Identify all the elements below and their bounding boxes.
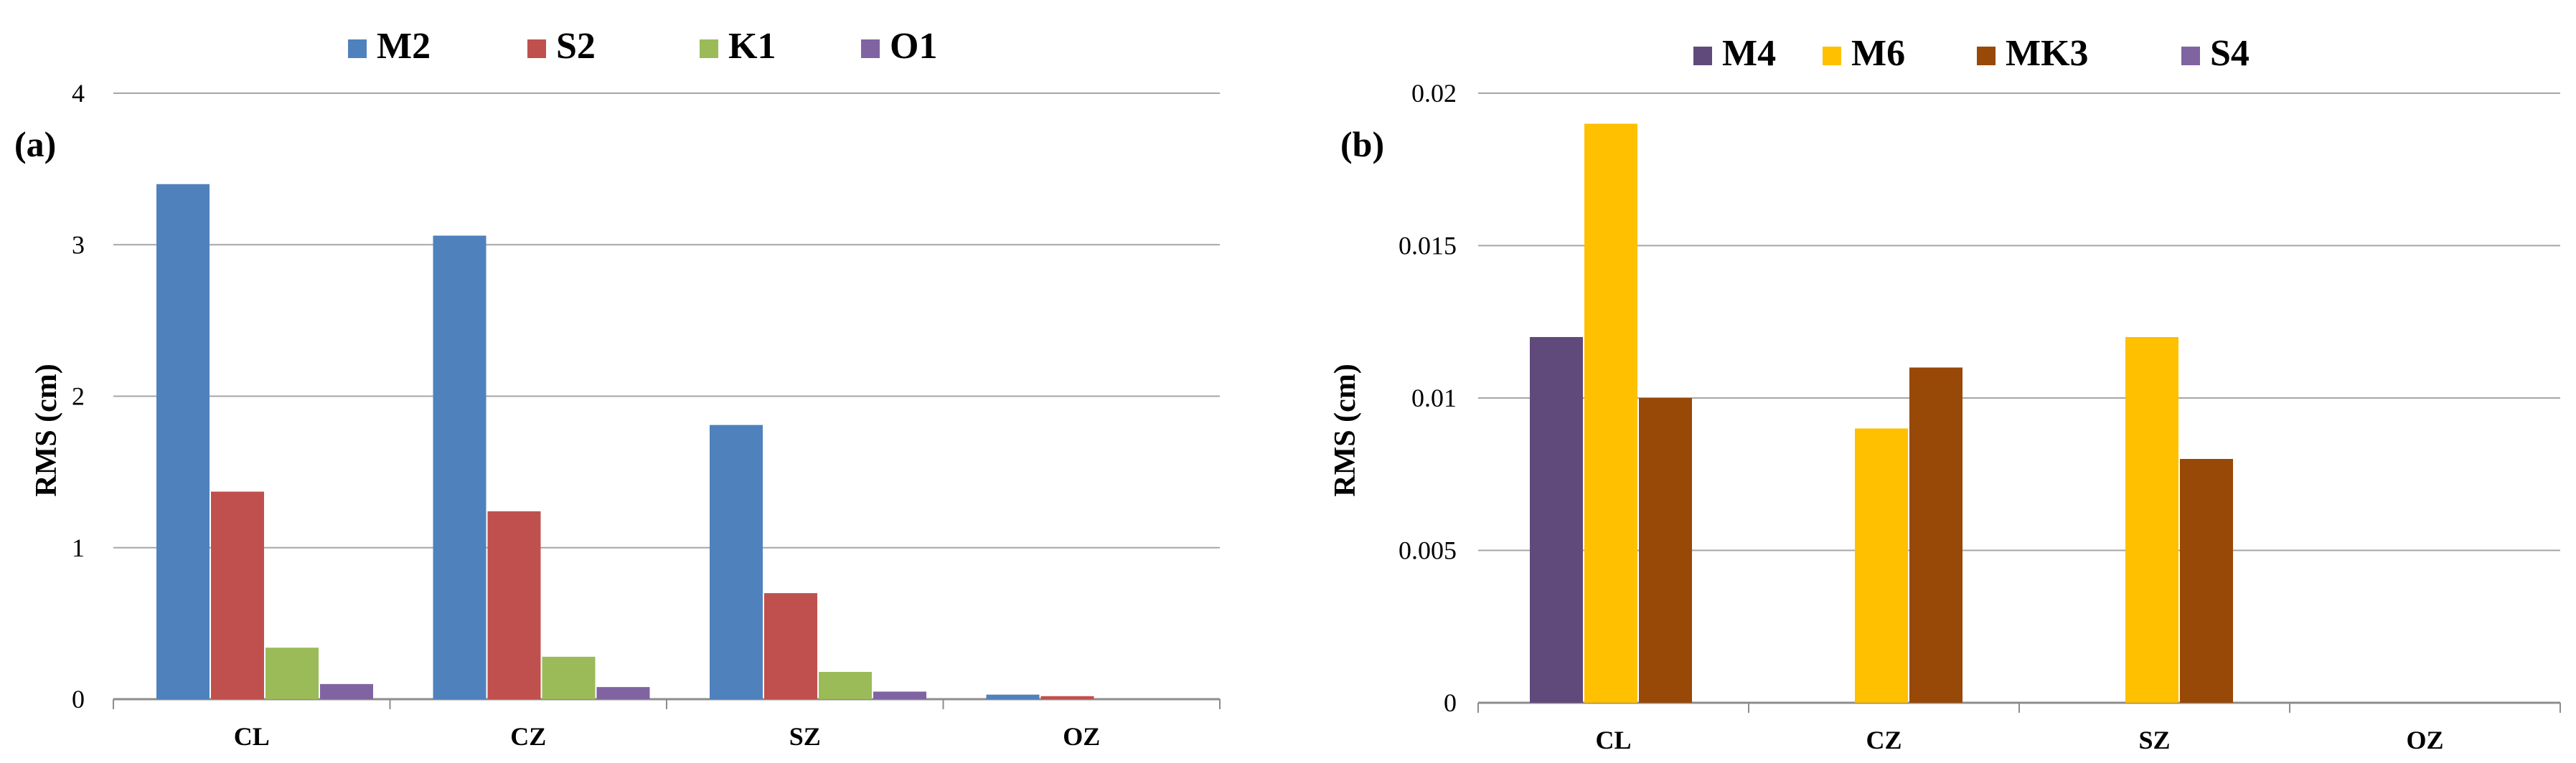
y-tick-label: 0 xyxy=(72,685,85,714)
legend-swatch-o1 xyxy=(861,39,880,58)
chart-panel-a: (a) RMS (cm) M2 S2 K1 O1 0 1 2 3 4 CL CZ SZ OZ xyxy=(14,26,1221,751)
legend-label-o1: O1 xyxy=(890,26,937,67)
legend-label-m6: M6 xyxy=(1851,33,1905,74)
legend-swatch-s4 xyxy=(2181,47,2200,65)
y-tick-label: 0 xyxy=(1444,688,1457,717)
bar-m6-sz xyxy=(2125,337,2178,703)
x-category-label: OZ xyxy=(1063,722,1100,751)
legend-swatch-s2 xyxy=(527,39,546,58)
y-tick-label: 3 xyxy=(72,230,85,259)
x-category-label: CL xyxy=(234,722,270,751)
x-category-label: CL xyxy=(1595,726,1631,754)
bar-s2-sz xyxy=(764,593,817,699)
legend-swatch-k1 xyxy=(700,39,718,58)
bar-m6-cl xyxy=(1584,123,1637,703)
bars-a xyxy=(156,184,1094,699)
legend-label-mk3: MK3 xyxy=(2006,33,2089,74)
x-category-label: SZ xyxy=(2138,726,2170,754)
y-tick-label: 0.01 xyxy=(1411,384,1457,412)
bar-mk3-sz xyxy=(2180,459,2233,703)
x-category-label: SZ xyxy=(789,722,821,751)
bar-m2-cl xyxy=(156,184,210,699)
chart-panel-b: (b) RMS (cm) M4 M6 MK3 S4 0 0.005 0.01 0.015 0.… xyxy=(1329,33,2561,754)
bar-m6-cz xyxy=(1855,428,1908,703)
bar-k1-cl xyxy=(265,648,319,699)
legend-swatch-m4 xyxy=(1693,47,1712,65)
bar-mk3-cz xyxy=(1909,367,1962,703)
legend-label-m4: M4 xyxy=(1722,33,1776,74)
bars-b xyxy=(1530,123,2233,703)
panel-label-a: (a) xyxy=(14,124,56,164)
bar-o1-cz xyxy=(596,687,650,699)
bar-k1-sz xyxy=(819,671,872,699)
bar-o1-sz xyxy=(873,691,926,699)
bar-m2-cz xyxy=(433,235,486,699)
y-tick-label: 1 xyxy=(72,534,85,562)
y-tick-label: 0.02 xyxy=(1411,79,1457,108)
gridlines-a xyxy=(113,93,1221,709)
bar-mk3-cl xyxy=(1639,398,1692,703)
legend-label-s4: S4 xyxy=(2210,33,2250,74)
y-tick-label: 4 xyxy=(72,79,85,108)
bar-s2-cz xyxy=(487,511,541,699)
y-tick-label: 0.005 xyxy=(1399,536,1457,565)
bar-m2-sz xyxy=(710,425,763,699)
x-category-label: OZ xyxy=(2406,726,2443,754)
bar-m4-cl xyxy=(1530,337,1583,703)
legend-a: M2 S2 K1 O1 xyxy=(348,26,937,67)
legend-swatch-m2 xyxy=(348,39,367,58)
y-tick-label: 2 xyxy=(72,382,85,411)
y-axis-label-b: RMS (cm) xyxy=(1329,364,1362,496)
legend-swatch-m6 xyxy=(1823,47,1841,65)
x-category-label: CZ xyxy=(510,722,546,751)
x-category-label: CZ xyxy=(1866,726,1902,754)
x-category-labels-a: CL CZ SZ OZ xyxy=(234,722,1101,751)
legend-swatch-mk3 xyxy=(1977,47,1996,65)
panel-label-b: (b) xyxy=(1340,124,1384,164)
bar-k1-cz xyxy=(542,656,596,699)
bar-s2-cl xyxy=(211,491,264,699)
y-tick-label: 0.015 xyxy=(1399,232,1457,260)
x-category-labels-b: CL CZ SZ OZ xyxy=(1595,726,2443,754)
y-tick-labels-a: 0 1 2 3 4 xyxy=(72,79,85,714)
bar-m2-oz xyxy=(986,694,1040,699)
legend-label-k1: K1 xyxy=(728,26,776,67)
legend-b: M4 M6 MK3 S4 xyxy=(1693,33,2250,74)
y-tick-labels-b: 0 0.005 0.01 0.015 0.02 xyxy=(1399,79,1457,717)
y-axis-label-a: RMS (cm) xyxy=(30,364,63,496)
bar-o1-cl xyxy=(320,683,373,699)
legend-label-s2: S2 xyxy=(556,26,596,67)
bar-s2-oz xyxy=(1040,696,1094,699)
legend-label-m2: M2 xyxy=(377,26,431,67)
